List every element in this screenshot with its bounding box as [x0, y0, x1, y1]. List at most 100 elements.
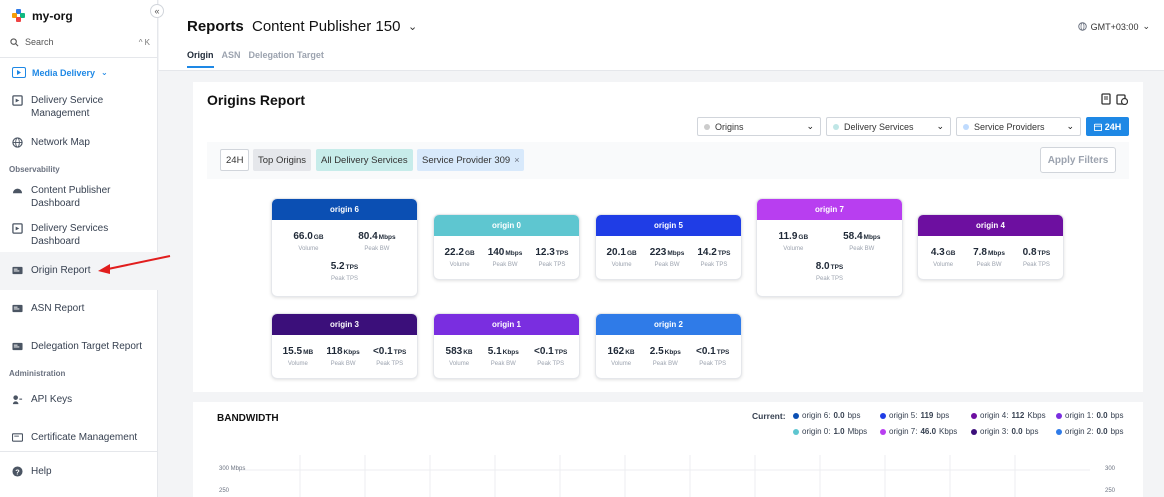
legend-item[interactable]: origin 7: 46.0 Kbps [880, 427, 957, 436]
origin-card[interactable]: origin 7 11.9GB Volume 58.4Mbps Peak BW … [756, 198, 903, 297]
sidebar-item-content-publisher-dashboard[interactable]: Content Publisher Dashboard [0, 184, 158, 210]
legend-name: origin 0: [802, 427, 831, 436]
metric-volume: 162KB Volume [608, 346, 635, 367]
metric-number: 5.1 [487, 346, 502, 357]
legend-unit: bps [936, 411, 950, 420]
export-pdf-icon[interactable] [1101, 93, 1112, 105]
metric-unit: TPS [1037, 250, 1051, 257]
origins-dropdown-label: Origins [715, 121, 744, 132]
origin-card[interactable]: origin 4 4.3GB Volume 7.8Mbps Peak BW 0.… [917, 214, 1064, 280]
chevron-down-icon: ⌄ [1066, 121, 1074, 131]
legend-color-dot [1056, 428, 1062, 435]
bandwidth-chart-grid [240, 455, 1090, 497]
service-providers-dropdown[interactable]: Service Providers ⌄ [956, 117, 1081, 136]
origins-dropdown[interactable]: Origins ⌄ [697, 117, 821, 136]
sidebar-item-certificate-management[interactable]: Certificate Management [0, 431, 158, 444]
legend-value: 112 [1011, 411, 1025, 420]
legend-name: origin 6: [802, 411, 831, 420]
status-dot [833, 123, 839, 130]
legend-item[interactable]: origin 0: 1.0 Mbps [793, 427, 867, 436]
origin-card[interactable]: origin 2 162KB Volume 2.5Kbps Peak BW <0… [595, 313, 742, 379]
key-icon [12, 395, 23, 405]
metric-peak_tps: 8.0TPS Peak TPS [816, 261, 844, 282]
origin-card-header: origin 6 [272, 199, 417, 220]
metric-number: 20.1 [606, 247, 626, 258]
sidebar-item-origin-report[interactable]: Origin Report [0, 252, 158, 290]
section-divider [193, 392, 1143, 402]
metric-number: 0.8 [1022, 247, 1037, 258]
sidebar-item-delivery-services-dashboard[interactable]: Delivery Services Dashboard [0, 222, 158, 248]
metric-value: 11.9GB [778, 231, 808, 242]
top-header: Reports Content Publisher 150 ⌄ GMT+03:0… [159, 0, 1164, 71]
sidebar-item-help[interactable]: ? Help [0, 465, 158, 478]
publisher-selector[interactable]: Content Publisher 150 [252, 18, 401, 35]
origin-card[interactable]: origin 1 583KB Volume 5.1Kbps Peak BW <0… [433, 313, 580, 379]
origin-card[interactable]: origin 3 15.5MB Volume 118Kbps Peak BW <… [271, 313, 418, 379]
sidebar-item-asn-report[interactable]: ASN Report [0, 302, 158, 315]
metric-peak_bw: 2.5Kbps Peak BW [650, 346, 681, 367]
chip-time: 24H [220, 149, 250, 171]
legend-item[interactable]: origin 6: 0.0 bps [793, 411, 861, 420]
legend-item[interactable]: origin 5: 119 bps [880, 411, 949, 420]
metric-number: 14.2 [697, 247, 717, 258]
sidebar-item-label: Origin Report [31, 265, 91, 276]
y-axis-tick-left: 300 Mbps [219, 466, 246, 472]
origin-card[interactable]: origin 5 20.1GB Volume 223Mbps Peak BW 1… [595, 214, 742, 280]
origin-card[interactable]: origin 6 66.0GB Volume 80.4Mbps Peak BW … [271, 198, 418, 297]
metric-value: 22.2GB [444, 247, 474, 258]
metric-value: 5.1Kbps [488, 346, 519, 357]
metric-peak_bw: 118Kbps Peak BW [326, 346, 359, 367]
origin-card[interactable]: origin 0 22.2GB Volume 140Mbps Peak BW 1… [433, 214, 580, 280]
metric-unit: TPS [716, 349, 730, 356]
chevron-down-icon: ⌄ [936, 121, 944, 131]
org-switcher[interactable]: my-org [12, 9, 73, 23]
tab-asn[interactable]: ASN [221, 50, 241, 60]
sidebar-item-delivery-service-management[interactable]: Delivery Service Management [0, 94, 158, 120]
annotation-arrow-icon [98, 255, 171, 274]
tab-delegation-target[interactable]: Delegation Target [248, 50, 324, 60]
legend-item[interactable]: origin 2: 0.0 bps [1056, 427, 1124, 436]
time-range-button[interactable]: 24H [1086, 117, 1129, 136]
search-input[interactable]: Search ^ K [10, 37, 150, 47]
report-tabs: Origin ASN Delegation Target [187, 50, 324, 68]
apply-filters-button[interactable]: Apply Filters [1040, 147, 1116, 173]
sidebar-item-api-keys[interactable]: API Keys [0, 393, 158, 406]
origin-name: origin 6 [330, 205, 359, 214]
svg-text:?: ? [15, 467, 20, 476]
legend-name: origin 4: [980, 411, 1009, 420]
metric-value: 5.2TPS [331, 261, 359, 272]
close-icon[interactable]: × [514, 155, 520, 165]
sidebar-item-label: API Keys [31, 394, 73, 405]
product-switcher[interactable]: Media Delivery ⌄ [12, 67, 108, 78]
org-logo-icon [12, 9, 26, 23]
metric-label: Peak TPS [816, 276, 843, 282]
legend-item[interactable]: origin 1: 0.0 bps [1056, 411, 1124, 420]
metric-number: 5.2 [330, 261, 345, 272]
legend-name: origin 3: [980, 427, 1009, 436]
collapse-sidebar-button[interactable]: « [150, 4, 164, 18]
schedule-report-icon[interactable] [1116, 93, 1128, 105]
origin-name: origin 7 [815, 205, 844, 214]
section-observability: Observability [9, 165, 60, 174]
metric-unit: Mbps [667, 250, 685, 257]
legend-item[interactable]: origin 3: 0.0 bps [971, 427, 1039, 436]
metric-value: 583KB [446, 346, 473, 357]
chevron-down-icon[interactable]: ⌄ [408, 21, 418, 33]
status-dot [704, 123, 710, 130]
divider [0, 451, 158, 452]
metric-label: Peak BW [976, 262, 1002, 268]
sidebar-item-delegation-target-report[interactable]: Delegation Target Report [0, 340, 158, 353]
sidebar-item-network-map[interactable]: Network Map [0, 136, 158, 149]
metric-number: 15.5 [282, 346, 303, 357]
tab-origin[interactable]: Origin [187, 50, 214, 68]
legend-unit: bps [1110, 411, 1124, 420]
report-icon [12, 266, 23, 275]
legend-item[interactable]: origin 4: 112 Kbps [971, 411, 1046, 420]
metric-volume: 22.2GB Volume [444, 247, 474, 268]
delivery-services-dropdown[interactable]: Delivery Services ⌄ [826, 117, 951, 136]
metric-label: Peak TPS [699, 361, 727, 367]
sidebar-item-label: Delegation Target Report [31, 341, 142, 352]
timezone-selector[interactable]: GMT+03:00 ⌄ [1077, 21, 1150, 32]
metric-peak_tps: <0.1TPS Peak TPS [696, 346, 729, 367]
metric-volume: 66.0GB Volume [293, 231, 323, 252]
